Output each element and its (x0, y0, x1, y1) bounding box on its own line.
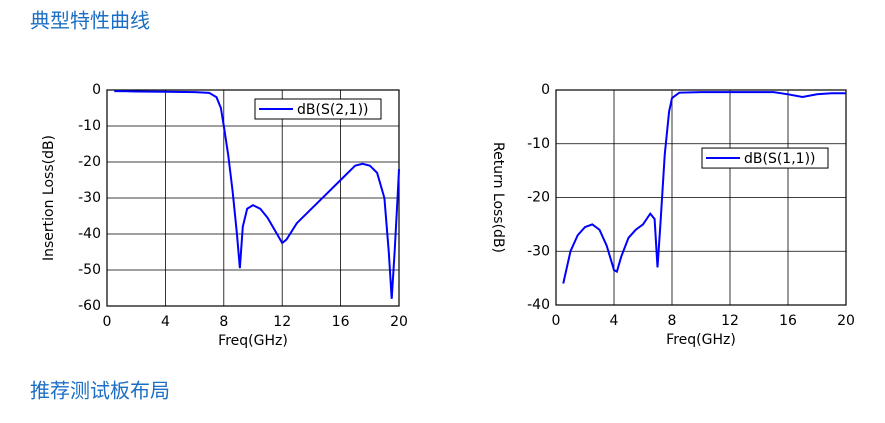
y-tick-label: -20 (527, 190, 550, 206)
y-tick-label: -20 (78, 154, 101, 170)
x-tick-label: 0 (552, 313, 561, 329)
y-tick-label: -50 (78, 262, 101, 278)
section-heading: 典型特性曲线 (30, 9, 150, 33)
y-tick-label: 0 (92, 82, 101, 98)
x-tick-label: 8 (219, 314, 228, 330)
x-tick-label: 20 (837, 313, 855, 329)
y-axis-label: Return Loss(dB) (490, 142, 506, 253)
y-tick-label: 0 (541, 82, 550, 98)
x-tick-label: 12 (273, 314, 291, 330)
x-axis-label: Freq(GHz) (218, 333, 288, 349)
y-tick-label: -30 (78, 190, 101, 206)
plot-frame (106, 89, 400, 307)
y-tick-label: -10 (78, 118, 101, 134)
x-tick-label: 12 (721, 313, 739, 329)
legend-box (254, 98, 382, 120)
y-tick-label: -40 (78, 226, 101, 242)
x-tick-label: 16 (332, 314, 350, 330)
legend-label: dB(S(1,1)) (744, 151, 816, 167)
x-tick-label: 4 (161, 314, 170, 330)
y-axis-label: Insertion Loss(dB) (41, 135, 57, 261)
x-tick-label: 20 (390, 314, 408, 330)
series-line (562, 91, 846, 284)
x-axis-label: Freq(GHz) (666, 332, 736, 348)
y-tick-label: -40 (527, 297, 550, 313)
x-tick-label: 4 (610, 313, 619, 329)
x-tick-label: 0 (103, 314, 112, 330)
legend-box (701, 147, 829, 169)
x-tick-label: 8 (668, 313, 677, 329)
y-tick-label: -30 (527, 243, 550, 259)
plot-frame (555, 89, 847, 306)
x-tick-label: 16 (779, 313, 797, 329)
y-tick-label: -10 (527, 136, 550, 152)
series-line (114, 90, 400, 299)
legend-label: dB(S(2,1)) (297, 102, 369, 118)
section-heading: 推荐测试板布局 (30, 379, 170, 403)
y-tick-label: -60 (78, 298, 101, 314)
